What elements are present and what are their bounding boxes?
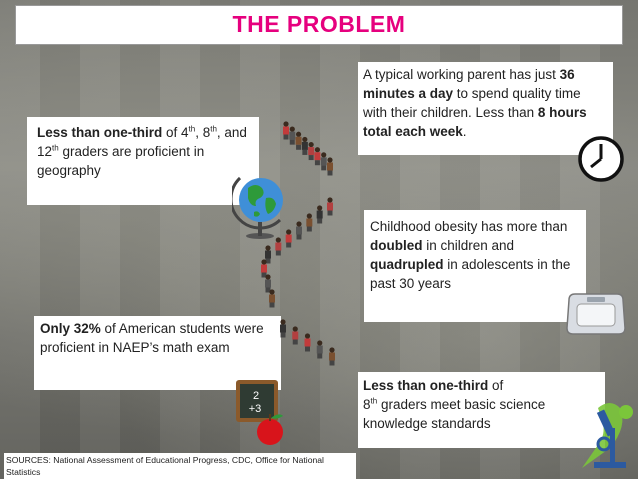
student-figure bbox=[329, 347, 335, 366]
student-figure bbox=[308, 141, 315, 161]
chalkboard-apple-icon: 2 +3 bbox=[236, 380, 283, 445]
chalkboard-line-2: +3 bbox=[249, 403, 262, 415]
student-figure bbox=[320, 152, 327, 171]
student-figure bbox=[304, 333, 311, 352]
geography-stat-bold: Less than one-third bbox=[37, 125, 163, 140]
student-figure bbox=[327, 197, 333, 216]
page-title: THE PROBLEM bbox=[232, 11, 406, 37]
student-figure bbox=[280, 319, 286, 338]
student-figure bbox=[275, 237, 282, 256]
title-bar: THE PROBLEM bbox=[15, 5, 623, 45]
math-stat-card: Only 32% of American students were profi… bbox=[34, 316, 281, 390]
student-figure bbox=[265, 274, 271, 293]
student-figure bbox=[265, 245, 271, 264]
chalkboard-line-1: 2 bbox=[253, 390, 259, 402]
student-figure bbox=[285, 229, 292, 248]
student-figure bbox=[283, 121, 289, 140]
microscope-icon bbox=[582, 403, 633, 468]
student-figure bbox=[316, 340, 323, 359]
geography-stat-card: Less than one-third of 4th, 8th, and 12t… bbox=[27, 117, 259, 205]
student-figure bbox=[296, 221, 302, 240]
student-figure bbox=[316, 205, 323, 224]
science-stat-card: Less than one-third of 8th graders meet b… bbox=[358, 372, 605, 448]
sources-note: SOURCES: National Assessment of Educatio… bbox=[4, 453, 356, 479]
student-figure bbox=[314, 147, 321, 166]
student-figure bbox=[292, 326, 299, 345]
student-figure bbox=[289, 126, 296, 145]
obesity-stat-card: Childhood obesity has more than doubled … bbox=[364, 210, 586, 322]
globe-icon bbox=[232, 176, 283, 239]
student-figure bbox=[261, 259, 267, 278]
clock-icon bbox=[578, 136, 624, 182]
parent-time-stat-card: A typical working parent has just 36 min… bbox=[358, 62, 613, 155]
student-figure bbox=[269, 289, 275, 308]
scale-icon bbox=[566, 293, 626, 335]
student-figure bbox=[295, 131, 302, 150]
student-figure bbox=[301, 136, 308, 155]
student-figure bbox=[306, 213, 313, 232]
student-figure bbox=[327, 157, 333, 176]
